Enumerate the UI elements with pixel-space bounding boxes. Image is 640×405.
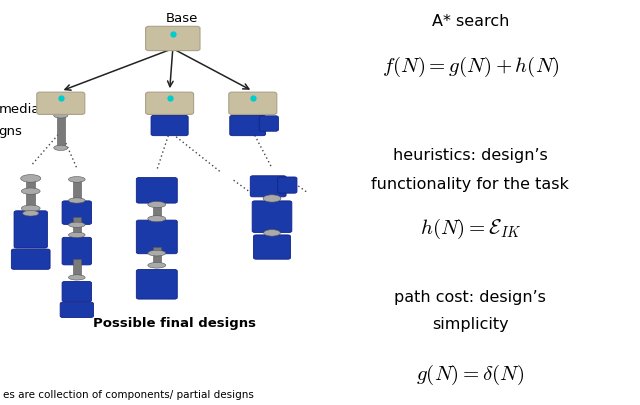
Ellipse shape — [68, 222, 85, 228]
Bar — [57, 115, 65, 148]
FancyBboxPatch shape — [12, 249, 50, 269]
FancyBboxPatch shape — [252, 201, 292, 232]
Ellipse shape — [68, 198, 85, 203]
Text: mediate: mediate — [0, 103, 54, 116]
FancyBboxPatch shape — [37, 92, 85, 114]
FancyBboxPatch shape — [60, 302, 93, 318]
Ellipse shape — [68, 275, 85, 280]
Text: heuristics: design’s: heuristics: design’s — [393, 148, 548, 164]
FancyBboxPatch shape — [62, 237, 92, 265]
Bar — [73, 259, 81, 277]
FancyBboxPatch shape — [62, 201, 92, 224]
FancyBboxPatch shape — [146, 26, 200, 51]
Text: path cost: design’s: path cost: design’s — [394, 290, 547, 305]
Bar — [73, 217, 81, 235]
Ellipse shape — [263, 195, 281, 202]
FancyBboxPatch shape — [136, 220, 177, 254]
FancyBboxPatch shape — [253, 235, 291, 259]
Text: $h(N) = \mathcal{E}_{IK}$: $h(N) = \mathcal{E}_{IK}$ — [420, 217, 521, 241]
Ellipse shape — [148, 262, 166, 268]
FancyBboxPatch shape — [146, 92, 193, 114]
Ellipse shape — [54, 145, 68, 150]
Bar — [26, 178, 35, 210]
Text: es are collection of components/ partial designs: es are collection of components/ partial… — [3, 390, 254, 400]
Text: A* search: A* search — [432, 14, 509, 29]
Ellipse shape — [68, 232, 85, 237]
FancyBboxPatch shape — [62, 281, 92, 302]
Text: Possible final designs: Possible final designs — [93, 318, 256, 330]
Ellipse shape — [22, 211, 39, 216]
FancyBboxPatch shape — [250, 176, 286, 197]
Bar — [153, 247, 161, 265]
Text: functionality for the task: functionality for the task — [371, 177, 570, 192]
Text: Base: Base — [166, 12, 198, 25]
Bar — [73, 179, 81, 200]
Ellipse shape — [264, 230, 280, 236]
Ellipse shape — [21, 205, 40, 211]
Text: $f(N) = g(N) + h(N)$: $f(N) = g(N) + h(N)$ — [381, 55, 559, 79]
Text: gns: gns — [0, 125, 22, 138]
Ellipse shape — [21, 188, 40, 194]
Text: simplicity: simplicity — [432, 316, 509, 332]
FancyBboxPatch shape — [136, 177, 177, 203]
Ellipse shape — [68, 177, 85, 182]
FancyBboxPatch shape — [259, 116, 278, 131]
Ellipse shape — [20, 175, 41, 182]
Ellipse shape — [54, 113, 68, 118]
Ellipse shape — [148, 250, 166, 256]
Bar — [153, 202, 161, 219]
FancyBboxPatch shape — [151, 115, 188, 136]
FancyBboxPatch shape — [230, 115, 266, 136]
FancyBboxPatch shape — [136, 270, 177, 299]
FancyBboxPatch shape — [278, 177, 297, 193]
FancyBboxPatch shape — [229, 92, 277, 114]
Ellipse shape — [148, 215, 166, 222]
FancyBboxPatch shape — [14, 211, 47, 248]
Ellipse shape — [148, 201, 166, 207]
Text: $g(N) = \delta(N)$: $g(N) = \delta(N)$ — [416, 362, 525, 387]
